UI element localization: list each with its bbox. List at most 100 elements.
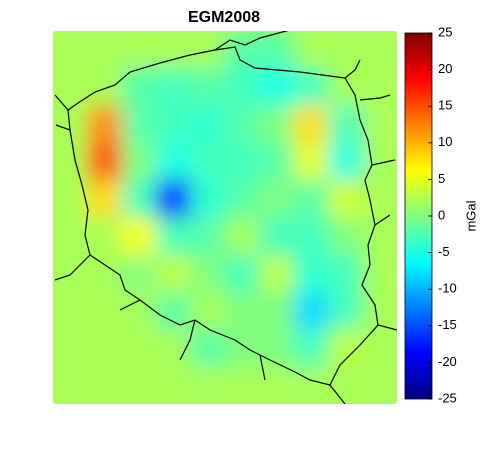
heat-cell <box>362 366 397 404</box>
heat-cell <box>362 217 397 256</box>
heat-cell <box>121 31 157 69</box>
heat-cell <box>328 254 364 293</box>
colorbar-tick-label: 0 <box>438 207 445 222</box>
heat-cell <box>87 366 123 404</box>
heat-cell <box>362 254 397 293</box>
colorbar-tick-label: -10 <box>438 281 457 296</box>
heat-cell <box>259 68 295 107</box>
heat-cell <box>328 292 364 330</box>
heat-cell <box>293 254 329 293</box>
heat-cell <box>156 217 192 256</box>
heat-cell <box>362 105 397 144</box>
heat-cell <box>259 105 295 144</box>
heat-cell <box>328 105 364 144</box>
heat-cell <box>156 366 192 404</box>
heat-cell <box>293 105 329 144</box>
heat-cell <box>190 180 226 218</box>
heat-cell <box>328 142 364 181</box>
heat-cell <box>293 329 329 368</box>
heat-cell <box>293 217 329 256</box>
heat-cell <box>225 31 260 69</box>
heat-cell <box>121 366 157 404</box>
heat-cell <box>225 329 260 368</box>
heat-cell <box>293 142 329 181</box>
heat-cell <box>362 180 397 218</box>
heat-cell <box>362 329 397 368</box>
heat-cell <box>190 254 226 293</box>
heat-cell <box>190 31 226 69</box>
heat-cell <box>328 329 364 368</box>
heat-cell <box>87 329 123 368</box>
heat-cell <box>121 217 157 256</box>
heat-cell <box>225 180 260 218</box>
colorbar-tick-label: -5 <box>438 244 450 259</box>
heat-cell <box>190 217 226 256</box>
heat-cell <box>259 292 295 330</box>
heat-cell <box>225 366 260 404</box>
neighbor-border <box>54 31 397 404</box>
heat-cell <box>53 366 88 404</box>
heat-cell <box>293 292 329 330</box>
chart-title: EGM2008 <box>188 9 260 26</box>
heat-cell <box>156 254 192 293</box>
heat-cell <box>190 292 226 330</box>
heat-cell <box>328 31 364 69</box>
colorbar <box>404 32 433 400</box>
heat-cell <box>259 217 295 256</box>
borders <box>54 31 397 404</box>
heat-cell <box>190 142 226 181</box>
heat-cell <box>87 68 123 107</box>
heat-cell <box>362 292 397 330</box>
colorbar-tick-label: 15 <box>438 98 452 113</box>
colorbar-tick-label: -15 <box>438 317 457 332</box>
heat-cell <box>87 31 123 69</box>
heat-cell <box>53 142 88 181</box>
heat-cell <box>225 217 260 256</box>
heat-cell <box>362 142 397 181</box>
heat-cell <box>53 217 88 256</box>
heat-cell <box>328 68 364 107</box>
heat-cell <box>259 254 295 293</box>
heat-cell <box>87 217 123 256</box>
colorbar-tick-label: -20 <box>438 354 457 369</box>
heat-cell <box>328 217 364 256</box>
heat-cell <box>121 105 157 144</box>
colorbar-tick-label: 10 <box>438 134 452 149</box>
heat-cell <box>190 329 226 368</box>
heat-cell <box>87 254 123 293</box>
heat-cell <box>87 142 123 181</box>
heat-cell <box>190 366 226 404</box>
heat-cell <box>293 366 329 404</box>
heat-cell <box>53 31 88 69</box>
heat-cell <box>121 329 157 368</box>
heat-cell <box>225 254 260 293</box>
heat-cell <box>225 292 260 330</box>
heat-cell <box>362 68 397 107</box>
heat-cell <box>53 329 88 368</box>
heat-cell <box>156 142 192 181</box>
colorbar-tick-label: 5 <box>438 171 445 186</box>
heat-cell <box>259 366 295 404</box>
heat-cell <box>328 366 364 404</box>
heat-cell <box>259 31 295 69</box>
heat-cell <box>87 105 123 144</box>
heat-cell <box>121 254 157 293</box>
heat-cell <box>259 180 295 218</box>
heat-cell <box>293 180 329 218</box>
heat-cell <box>225 68 260 107</box>
heat-cell <box>156 68 192 107</box>
heat-cell <box>293 31 329 69</box>
heat-cell <box>259 142 295 181</box>
colorbar-label: mGal <box>463 200 478 231</box>
heat-cell <box>156 292 192 330</box>
heat-cell <box>53 292 88 330</box>
heat-cell <box>53 254 88 293</box>
heat-cell <box>121 180 157 218</box>
plot-area <box>53 31 397 404</box>
colorbar-tick-label: 25 <box>438 24 452 39</box>
heat-cell <box>225 105 260 144</box>
heat-cell <box>190 68 226 107</box>
heat-cell <box>156 180 192 218</box>
heat-cell <box>121 142 157 181</box>
